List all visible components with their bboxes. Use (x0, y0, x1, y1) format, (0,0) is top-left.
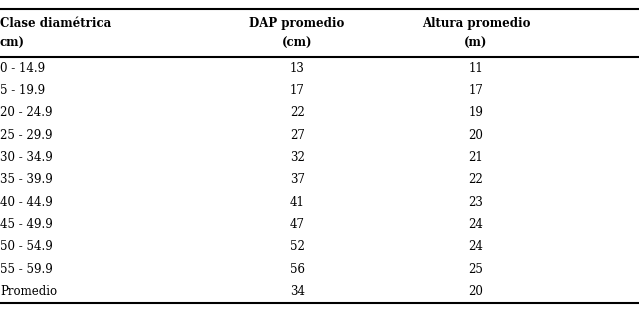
Text: 17: 17 (468, 84, 484, 97)
Text: 20: 20 (468, 129, 484, 142)
Text: 30 - 34.9: 30 - 34.9 (0, 151, 53, 164)
Text: 56: 56 (289, 263, 305, 276)
Text: DAP promedio: DAP promedio (249, 17, 345, 30)
Text: 35 - 39.9: 35 - 39.9 (0, 173, 53, 187)
Text: Altura promedio: Altura promedio (422, 17, 530, 30)
Text: 11: 11 (468, 62, 484, 75)
Text: 37: 37 (289, 173, 305, 187)
Text: 20 - 24.9: 20 - 24.9 (0, 107, 52, 120)
Text: 22: 22 (289, 107, 305, 120)
Text: 13: 13 (289, 62, 305, 75)
Text: 20: 20 (468, 285, 484, 298)
Text: 21: 21 (468, 151, 484, 164)
Text: 27: 27 (289, 129, 305, 142)
Text: 22: 22 (468, 173, 484, 187)
Text: 45 - 49.9: 45 - 49.9 (0, 218, 53, 231)
Text: cm): cm) (0, 36, 25, 50)
Text: 52: 52 (289, 240, 305, 253)
Text: 24: 24 (468, 240, 484, 253)
Text: 24: 24 (468, 218, 484, 231)
Text: 0 - 14.9: 0 - 14.9 (0, 62, 45, 75)
Text: 17: 17 (289, 84, 305, 97)
Text: Promedio: Promedio (0, 285, 57, 298)
Text: 34: 34 (289, 285, 305, 298)
Text: (cm): (cm) (282, 36, 312, 50)
Text: (m): (m) (465, 36, 488, 50)
Text: 23: 23 (468, 196, 484, 209)
Text: 47: 47 (289, 218, 305, 231)
Text: 32: 32 (289, 151, 305, 164)
Text: 55 - 59.9: 55 - 59.9 (0, 263, 53, 276)
Text: 25: 25 (468, 263, 484, 276)
Text: 19: 19 (468, 107, 484, 120)
Text: 25 - 29.9: 25 - 29.9 (0, 129, 52, 142)
Text: 41: 41 (289, 196, 305, 209)
Text: 40 - 44.9: 40 - 44.9 (0, 196, 53, 209)
Text: 5 - 19.9: 5 - 19.9 (0, 84, 45, 97)
Text: Clase diamétrica: Clase diamétrica (0, 17, 111, 30)
Text: 50 - 54.9: 50 - 54.9 (0, 240, 53, 253)
